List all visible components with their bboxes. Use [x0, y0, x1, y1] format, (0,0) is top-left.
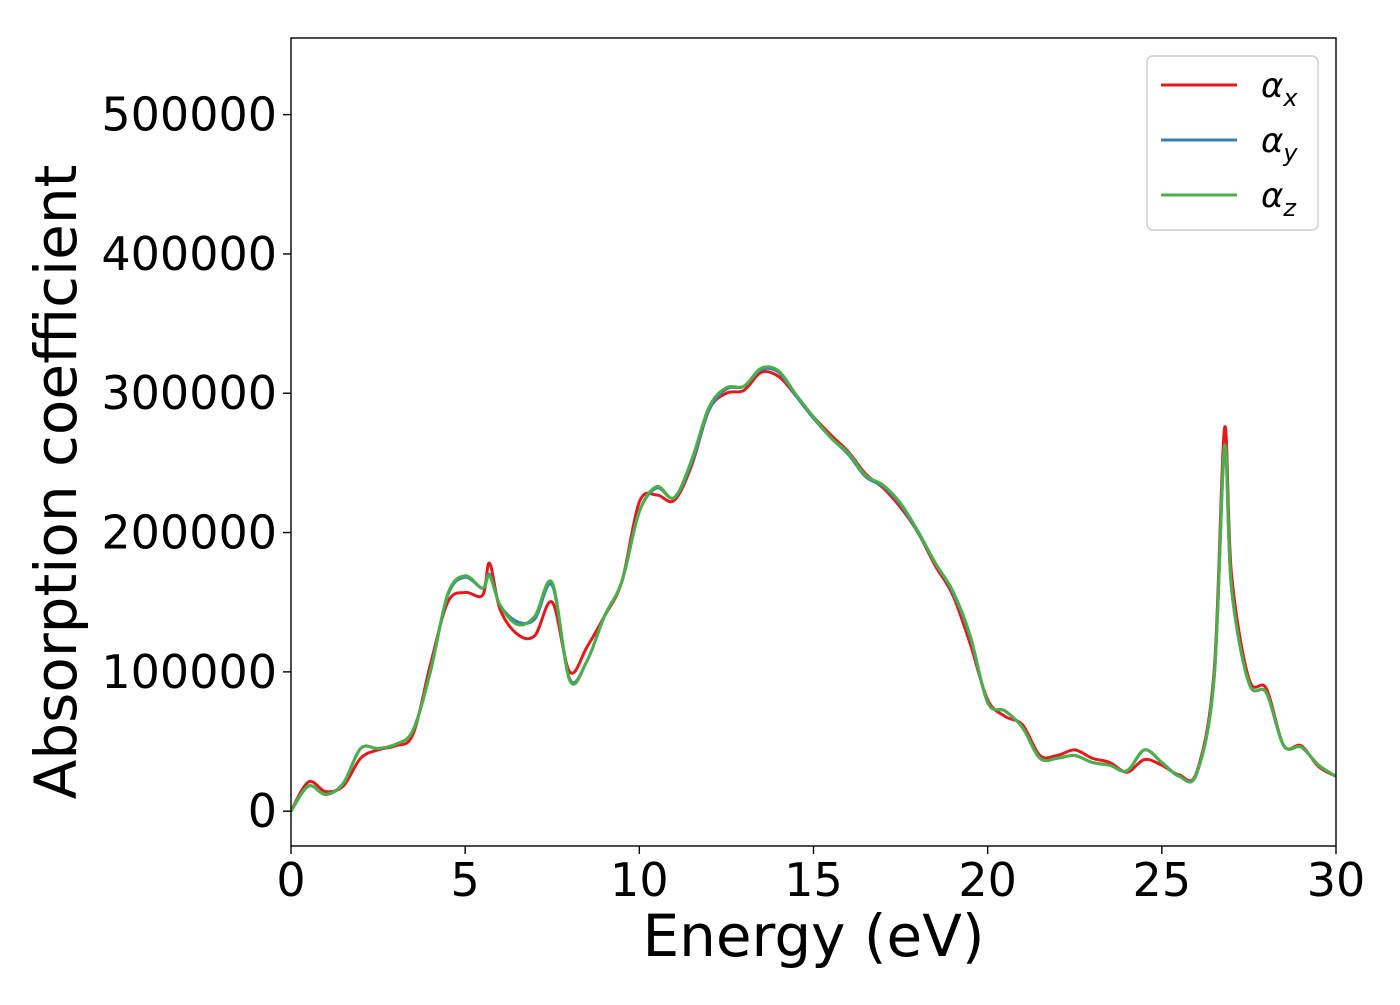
series-line-z: [291, 365, 1336, 813]
y-tick-label: 0: [248, 784, 277, 838]
legend-box: [1146, 55, 1319, 231]
y-tick-label: 500000: [101, 88, 277, 142]
x-tick-label: 10: [610, 853, 669, 907]
x-tick-label: 5: [451, 853, 480, 907]
x-tick-label: 20: [958, 853, 1017, 907]
y-tick-label: 300000: [101, 366, 277, 420]
x-tick-label: 25: [1133, 853, 1192, 907]
y-tick-label: 400000: [101, 227, 277, 281]
y-axis-label: Absorption coefficient: [22, 165, 90, 800]
x-axis-ticks: 0 5 10 15 20 25 30: [276, 846, 1365, 907]
x-tick-label: 0: [276, 853, 305, 907]
y-axis-ticks: 0 100000 200000 300000 400000 500000: [101, 88, 291, 838]
x-tick-label: 15: [784, 853, 843, 907]
y-tick-label: 200000: [101, 506, 277, 560]
y-tick-label: 100000: [101, 645, 277, 699]
plot-frame: [290, 37, 1337, 847]
x-axis-label: Energy (eV): [642, 902, 984, 970]
plot-lines: [291, 365, 1336, 813]
x-tick-label: 30: [1307, 853, 1366, 907]
